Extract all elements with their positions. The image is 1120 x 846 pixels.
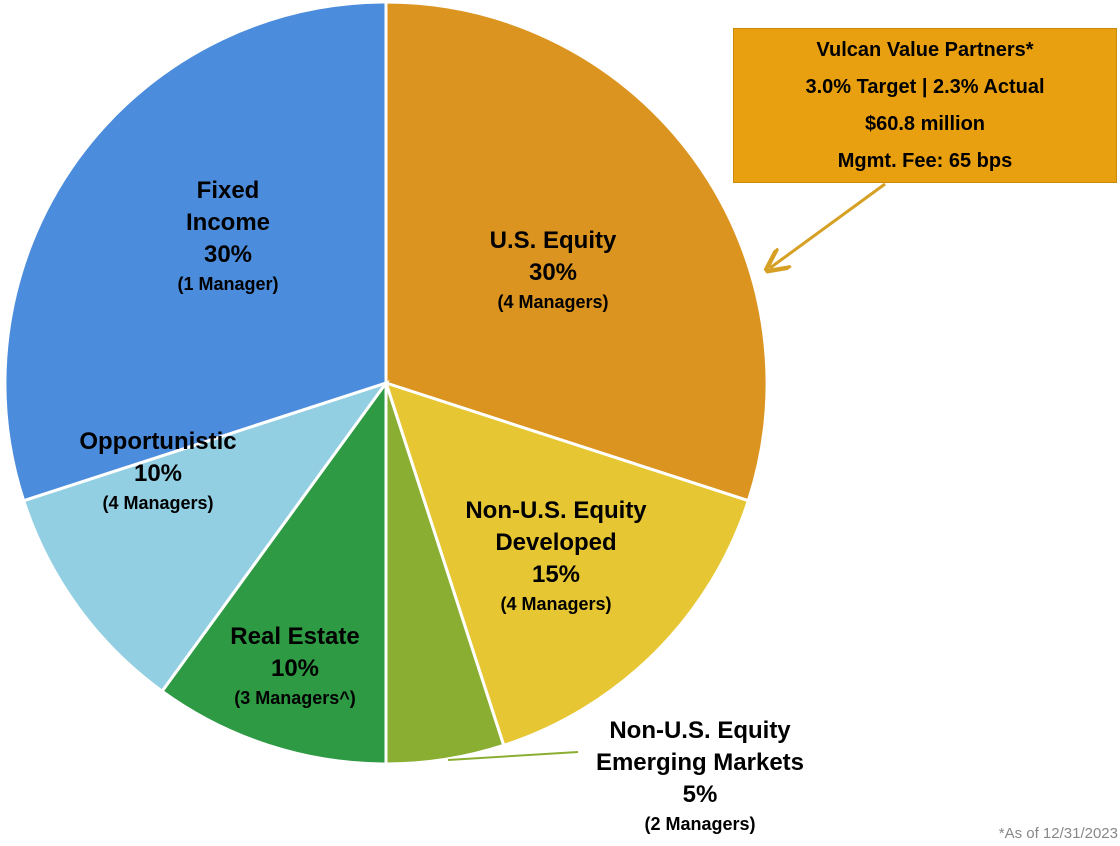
manager-label: (4 Managers) (500, 594, 612, 614)
callout-box: Vulcan Value Partners* 3.0% Target | 2.3%… (733, 28, 1117, 183)
leader-line (447, 751, 579, 761)
pie-slice (159, 378, 388, 766)
value-label: 15% (531, 561, 581, 588)
value-label: 10% (133, 460, 183, 487)
slice-label: Non-U.S. Equity Emerging Markets 5% (2 Man… (555, 715, 845, 837)
category-label: Non-U.S. Equity Developed (465, 497, 647, 556)
slice-label: Real Estate 10% (3 Managers^) (190, 621, 400, 711)
callout-line: Mgmt. Fee: 65 bps (837, 149, 1013, 172)
value-label: 30% (203, 241, 253, 268)
slice-label: Fixed Income 30% (1 Manager) (158, 175, 298, 297)
slice-label: Opportunistic 10% (4 Managers) (53, 426, 263, 516)
category-label: Non-U.S. Equity Emerging Markets (595, 717, 805, 776)
slice-label: Non-U.S. Equity Developed 15% (4 Managers) (436, 495, 676, 617)
callout-line: 3.0% Target | 2.3% Actual (805, 75, 1045, 98)
value-label: 5% (682, 781, 718, 808)
pie-slice (384, 0, 769, 503)
manager-label: (4 Managers) (102, 493, 214, 513)
value-label: 30% (528, 259, 578, 286)
pie-slice (3, 0, 388, 503)
callout-arrow (770, 182, 886, 268)
callout-line: Vulcan Value Partners* (816, 38, 1034, 61)
manager-label: (3 Managers^) (234, 688, 356, 708)
manager-label: (1 Manager) (177, 274, 279, 294)
manager-label: (2 Managers) (644, 814, 756, 834)
callout-line: $60.8 million (864, 112, 986, 135)
slice-label: U.S. Equity 30% (4 Managers) (453, 225, 653, 315)
pie-slice (383, 380, 751, 748)
value-label: 10% (270, 655, 320, 682)
category-label: Opportunistic (79, 428, 237, 455)
category-label: Fixed Income (185, 177, 271, 236)
category-label: Real Estate (230, 623, 360, 650)
pie-slice (21, 380, 390, 694)
footnote: *As of 12/31/2023 (998, 825, 1118, 842)
category-label: U.S. Equity (489, 227, 617, 254)
manager-label: (4 Managers) (497, 292, 609, 312)
